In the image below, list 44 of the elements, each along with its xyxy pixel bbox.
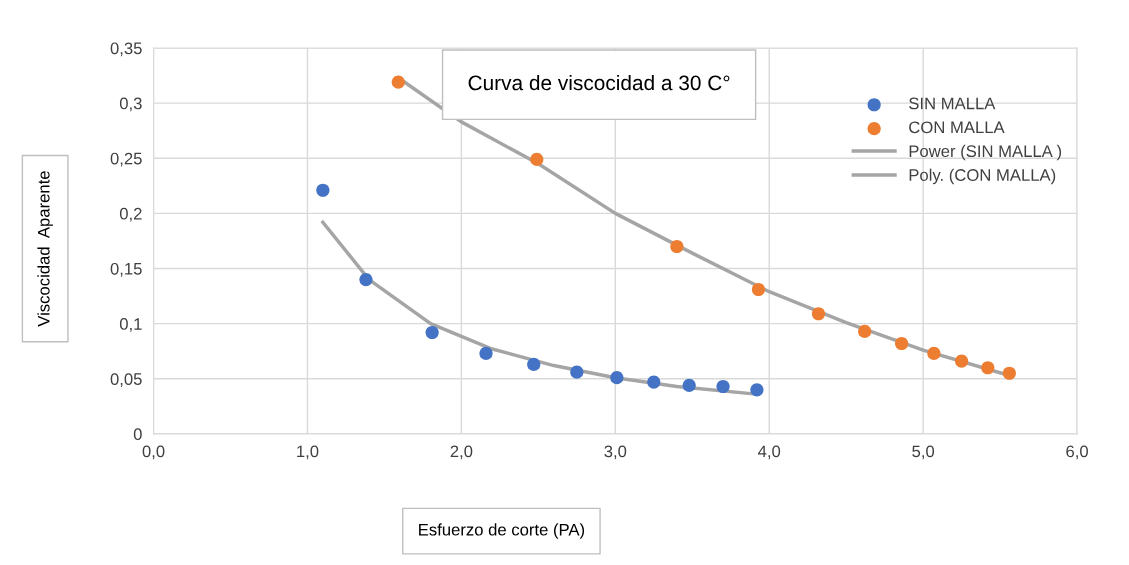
- x-tick-label: 4,0: [758, 445, 781, 460]
- x-tick-label: 3,0: [604, 445, 627, 460]
- x-tick-label: 5,0: [912, 445, 935, 460]
- point: [811, 307, 826, 321]
- point: [858, 324, 872, 338]
- point: [359, 272, 373, 287]
- x-tick-label: 0,0: [142, 445, 165, 460]
- point: [682, 378, 696, 392]
- point: [716, 379, 730, 394]
- legend-label: CON MALLA: [909, 121, 1005, 134]
- point: [570, 365, 584, 379]
- point: [751, 282, 766, 297]
- y-tick-label: 0: [133, 428, 142, 441]
- point: [750, 383, 764, 397]
- point: [927, 346, 941, 361]
- x-tick-label: 6,0: [1066, 445, 1088, 460]
- point: [479, 346, 493, 361]
- point: [1002, 366, 1016, 380]
- text: Curva de viscocidad a 30 C°: [468, 74, 730, 91]
- point: [955, 354, 969, 368]
- x-tick-label: 1,0: [297, 445, 319, 460]
- y-tick-label: 0,15: [110, 262, 142, 277]
- x-axis-title: Esfuerzo de corte (PA): [419, 523, 585, 539]
- y-tick-label: 0,35: [110, 42, 142, 57]
- y-tick-label: 0,2: [119, 207, 142, 222]
- point: [610, 371, 624, 385]
- legend-label: Power (SIN MALLA ): [909, 144, 1062, 161]
- point: [527, 357, 541, 372]
- y-tick-label: 0,3: [119, 97, 142, 112]
- point: [647, 375, 661, 389]
- y-tick-label: 0,1: [119, 318, 142, 332]
- x-tick-label: 2,0: [450, 445, 473, 460]
- point: [895, 336, 909, 351]
- y-tick-label: 0,05: [110, 373, 142, 387]
- point: [530, 152, 544, 166]
- point: [316, 183, 330, 197]
- point: [391, 75, 405, 89]
- y-tick-label: 0,25: [110, 152, 142, 167]
- point: [981, 361, 995, 375]
- point: [425, 325, 439, 340]
- y-axis-title: Viscocidad Aparente: [37, 171, 53, 327]
- point: [670, 239, 684, 254]
- legend-label: Poly. (CON MALLA): [909, 168, 1056, 185]
- legend-label: SIN MALLA: [909, 97, 996, 110]
